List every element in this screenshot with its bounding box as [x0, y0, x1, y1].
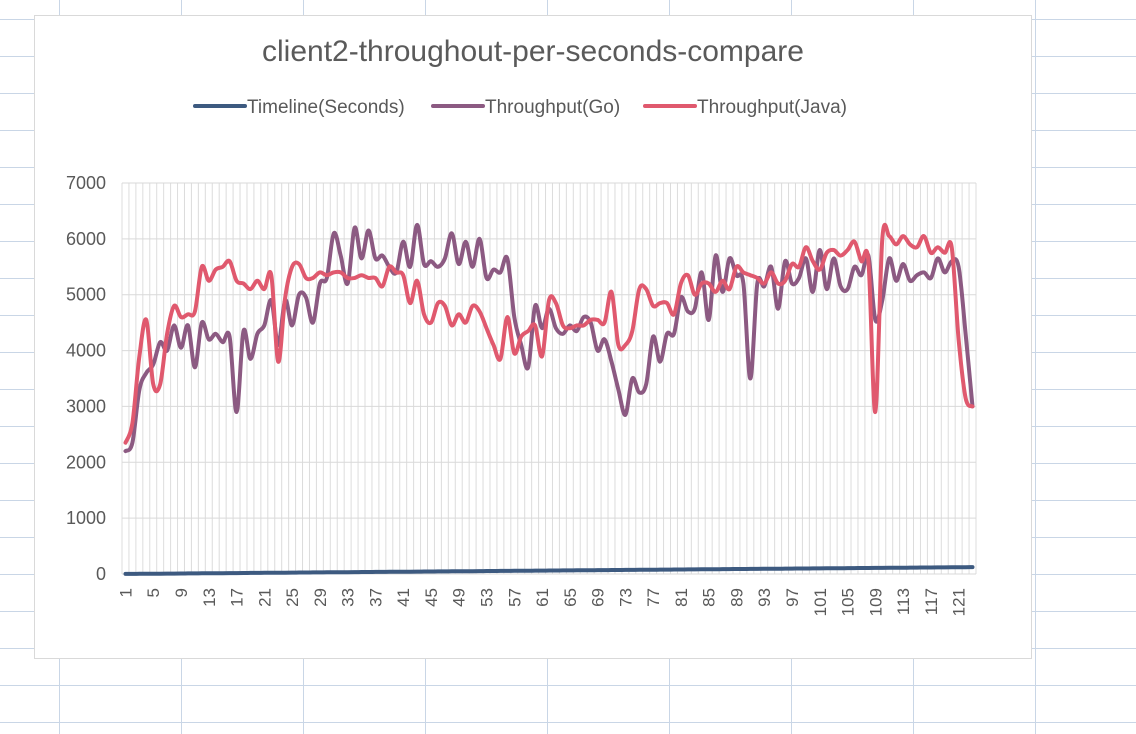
x-tick-label: 37	[366, 588, 385, 607]
x-tick-label: 33	[339, 588, 358, 607]
x-tick-label: 93	[755, 588, 774, 607]
y-tick-label: 6000	[66, 229, 106, 249]
series-line-2	[123, 222, 975, 445]
x-tick-label: 49	[450, 588, 469, 607]
x-tick-label: 105	[839, 588, 858, 616]
series-line-1	[123, 222, 975, 454]
y-tick-label: 0	[96, 564, 106, 584]
x-tick-label: 21	[255, 588, 274, 607]
x-axis-ticks: 1 5 9 13 17 21 25 29 33 37 41 45 49 53 57 61 65 69 73 77 81 8…	[116, 588, 968, 616]
y-tick-label: 4000	[66, 341, 106, 361]
series-lines	[123, 222, 975, 576]
x-tick-label: 89	[727, 588, 746, 607]
x-tick-label: 121	[950, 588, 969, 616]
x-tick-label: 17	[228, 588, 247, 607]
x-tick-label: 57	[505, 588, 524, 607]
x-tick-label: 77	[644, 588, 663, 607]
legend-label: Throughput(Java)	[697, 97, 847, 118]
y-tick-label: 1000	[66, 508, 106, 528]
x-tick-label: 45	[422, 588, 441, 607]
x-tick-label: 81	[672, 588, 691, 607]
gridlines	[121, 182, 977, 575]
x-tick-label: 101	[811, 588, 830, 616]
legend-label: Timeline(Seconds)	[247, 97, 405, 118]
x-tick-label: 9	[172, 588, 191, 597]
x-tick-label: 41	[394, 588, 413, 607]
x-tick-label: 73	[616, 588, 635, 607]
x-tick-label: 53	[478, 588, 497, 607]
x-tick-label: 69	[589, 588, 608, 607]
y-tick-label: 5000	[66, 285, 106, 305]
x-tick-label: 65	[561, 588, 580, 607]
series-line-0	[123, 565, 975, 576]
legend-label: Throughput(Go)	[485, 97, 620, 118]
x-tick-label: 25	[283, 588, 302, 607]
x-tick-label: 97	[783, 588, 802, 607]
x-tick-label: 5	[144, 588, 163, 597]
x-tick-label: 29	[311, 588, 330, 607]
chart-title: client2-throughout-per-seconds-compare	[262, 35, 804, 68]
y-tick-label: 7000	[66, 173, 106, 193]
x-tick-label: 85	[700, 588, 719, 607]
x-tick-label: 13	[200, 588, 219, 607]
y-tick-label: 3000	[66, 396, 106, 416]
chart-legend: Timeline(Seconds) Throughput(Go) Throughpu…	[193, 97, 847, 118]
y-tick-label: 2000	[66, 452, 106, 472]
x-tick-label: 1	[116, 588, 135, 597]
x-tick-label: 117	[922, 588, 941, 615]
x-tick-label: 113	[894, 588, 913, 615]
x-tick-label: 109	[866, 588, 885, 616]
x-tick-label: 61	[533, 588, 552, 607]
y-axis-ticks: 0 1000 2000 3000 4000 5000 6000 7000	[66, 173, 106, 584]
